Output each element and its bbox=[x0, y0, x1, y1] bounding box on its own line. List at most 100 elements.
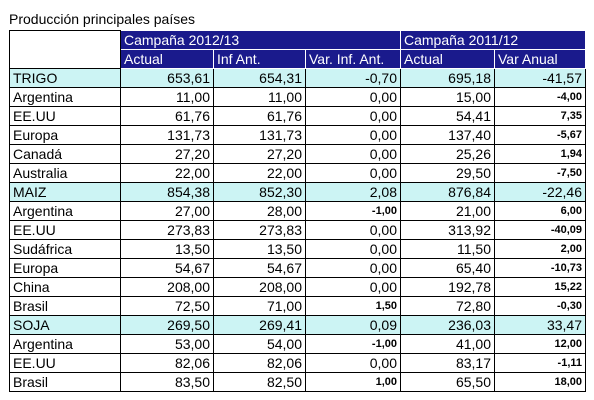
section-row: SOJA 269,50 269,41 0,09 236,03 33,47 bbox=[9, 315, 587, 335]
var-anual-cell: 15,22 bbox=[493, 277, 587, 297]
production-table: Campaña 2012/13 Campaña 2011/12 Actual I… bbox=[9, 30, 587, 392]
country-cell: EE.UU bbox=[9, 220, 121, 240]
inf-ant-cell: 71,00 bbox=[213, 296, 306, 316]
actual-cell: 83,50 bbox=[120, 372, 214, 392]
actual-cell: 273,83 bbox=[120, 220, 214, 240]
table-row: Canadá 27,20 27,20 0,00 25,26 1,94 bbox=[9, 144, 587, 164]
actual-cell: 82,06 bbox=[120, 353, 214, 373]
actual-cell: 72,50 bbox=[120, 296, 214, 316]
var-inf-ant-cell: 0,00 bbox=[305, 353, 401, 373]
actual-prev-cell: 313,92 bbox=[400, 220, 495, 240]
var-inf-ant-cell: 0,09 bbox=[305, 315, 401, 335]
inf-ant-cell: 852,30 bbox=[213, 182, 306, 202]
actual-cell: 854,38 bbox=[120, 182, 214, 202]
inf-ant-cell: 61,76 bbox=[213, 106, 306, 126]
country-cell: Argentina bbox=[9, 334, 121, 354]
header-corner bbox=[9, 30, 121, 69]
var-anual-cell: -41,57 bbox=[493, 68, 587, 88]
actual-cell: 13,50 bbox=[120, 239, 214, 259]
var-inf-ant-cell: -0,70 bbox=[305, 68, 401, 88]
inf-ant-cell: 208,00 bbox=[213, 277, 306, 297]
country-cell: China bbox=[9, 277, 121, 297]
table-row: Argentina 53,00 54,00 -1,00 41,00 12,00 bbox=[9, 334, 587, 354]
table-row: China 208,00 208,00 0,00 192,78 15,22 bbox=[9, 277, 587, 297]
inf-ant-cell: 82,50 bbox=[213, 372, 306, 392]
section-row: MAIZ 854,38 852,30 2,08 876,84 -22,46 bbox=[9, 182, 587, 202]
actual-prev-cell: 41,00 bbox=[400, 334, 495, 354]
actual-cell: 269,50 bbox=[120, 315, 214, 335]
var-anual-cell: -40,09 bbox=[493, 220, 587, 240]
country-cell: Europa bbox=[9, 125, 121, 145]
table-row: Brasil 72,50 71,00 1,50 72,80 -0,30 bbox=[9, 296, 587, 316]
header-row-columns: Actual Inf Ant. Var. Inf. Ant. Actual Va… bbox=[10, 49, 587, 69]
var-inf-ant-cell: 0,00 bbox=[305, 220, 401, 240]
table-row: EE.UU 82,06 82,06 0,00 83,17 -1,11 bbox=[9, 353, 587, 373]
var-inf-ant-cell: -1,00 bbox=[305, 334, 401, 354]
column-header-inf-ant: Inf Ant. bbox=[213, 49, 306, 69]
var-inf-ant-cell: 1,00 bbox=[305, 372, 401, 392]
actual-cell: 208,00 bbox=[120, 277, 214, 297]
actual-prev-cell: 83,17 bbox=[400, 353, 495, 373]
country-cell: Brasil bbox=[9, 296, 121, 316]
inf-ant-cell: 11,00 bbox=[213, 87, 306, 107]
var-inf-ant-cell: -1,00 bbox=[305, 201, 401, 221]
column-header-actual-prev: Actual bbox=[400, 49, 495, 69]
actual-cell: 653,61 bbox=[120, 68, 214, 88]
var-inf-ant-cell: 0,00 bbox=[305, 87, 401, 107]
actual-prev-cell: 72,80 bbox=[400, 296, 495, 316]
var-anual-cell: 7,35 bbox=[493, 106, 587, 126]
table-row: EE.UU 61,76 61,76 0,00 54,41 7,35 bbox=[9, 106, 587, 126]
actual-prev-cell: 65,40 bbox=[400, 258, 495, 278]
actual-prev-cell: 25,26 bbox=[400, 144, 495, 164]
actual-prev-cell: 54,41 bbox=[400, 106, 495, 126]
inf-ant-cell: 28,00 bbox=[213, 201, 306, 221]
actual-prev-cell: 11,50 bbox=[400, 239, 495, 259]
country-cell: EE.UU bbox=[9, 106, 121, 126]
var-inf-ant-cell: 0,00 bbox=[305, 144, 401, 164]
var-inf-ant-cell: 0,00 bbox=[305, 239, 401, 259]
actual-prev-cell: 192,78 bbox=[400, 277, 495, 297]
var-inf-ant-cell: 0,00 bbox=[305, 258, 401, 278]
var-anual-cell: -7,50 bbox=[493, 163, 587, 183]
actual-cell: 27,20 bbox=[120, 144, 214, 164]
inf-ant-cell: 13,50 bbox=[213, 239, 306, 259]
actual-prev-cell: 137,40 bbox=[400, 125, 495, 145]
inf-ant-cell: 22,00 bbox=[213, 163, 306, 183]
column-header-var-inf-ant: Var. Inf. Ant. bbox=[305, 49, 401, 69]
var-anual-cell: 1,94 bbox=[493, 144, 587, 164]
actual-prev-cell: 15,00 bbox=[400, 87, 495, 107]
var-anual-cell: -4,00 bbox=[493, 87, 587, 107]
actual-cell: 27,00 bbox=[120, 201, 214, 221]
section-row: TRIGO 653,61 654,31 -0,70 695,18 -41,57 bbox=[9, 68, 587, 88]
table-row: Australia 22,00 22,00 0,00 29,50 -7,50 bbox=[9, 163, 587, 183]
actual-cell: 131,73 bbox=[120, 125, 214, 145]
header-campaign-2011-12: Campaña 2011/12 bbox=[399, 30, 587, 50]
inf-ant-cell: 27,20 bbox=[213, 144, 306, 164]
inf-ant-cell: 54,67 bbox=[213, 258, 306, 278]
inf-ant-cell: 273,83 bbox=[213, 220, 306, 240]
header-campaign-2012-13: Campaña 2012/13 bbox=[120, 30, 401, 50]
var-anual-cell: -5,67 bbox=[493, 125, 587, 145]
var-anual-cell: 12,00 bbox=[493, 334, 587, 354]
table-row: Brasil 83,50 82,50 1,00 65,50 18,00 bbox=[9, 372, 587, 392]
inf-ant-cell: 654,31 bbox=[213, 68, 306, 88]
var-anual-cell: -0,30 bbox=[493, 296, 587, 316]
column-header-var-anual: Var Anual bbox=[493, 49, 587, 69]
table-title: Producción principales países bbox=[9, 11, 195, 27]
country-cell: Brasil bbox=[9, 372, 121, 392]
var-inf-ant-cell: 0,00 bbox=[305, 277, 401, 297]
var-inf-ant-cell: 0,00 bbox=[305, 106, 401, 126]
country-cell: SOJA bbox=[9, 315, 121, 335]
var-inf-ant-cell: 0,00 bbox=[305, 125, 401, 145]
country-cell: Argentina bbox=[9, 201, 121, 221]
inf-ant-cell: 82,06 bbox=[213, 353, 306, 373]
table-row: Argentina 11,00 11,00 0,00 15,00 -4,00 bbox=[9, 87, 587, 107]
actual-prev-cell: 21,00 bbox=[400, 201, 495, 221]
var-anual-cell: -10,73 bbox=[493, 258, 587, 278]
actual-cell: 54,67 bbox=[120, 258, 214, 278]
header-row-campaigns: Campaña 2012/13 Campaña 2011/12 bbox=[9, 30, 587, 69]
country-cell: TRIGO bbox=[9, 68, 121, 88]
inf-ant-cell: 54,00 bbox=[213, 334, 306, 354]
var-anual-cell: 18,00 bbox=[493, 372, 587, 392]
var-inf-ant-cell: 1,50 bbox=[305, 296, 401, 316]
